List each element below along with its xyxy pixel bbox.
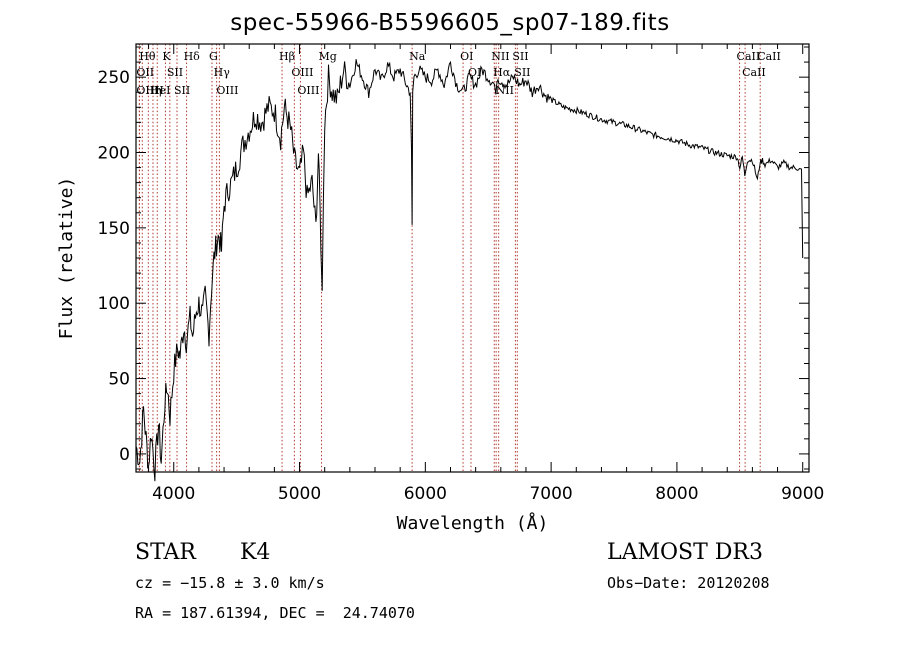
line-label-24: SII bbox=[514, 66, 530, 79]
axes: 4000 5000 6000 7000 8000 9000 0 50 100 150 200 250 W… bbox=[56, 43, 824, 534]
line-label-13: Hβ bbox=[279, 50, 295, 63]
x-axis-label: Wavelength (Å) bbox=[397, 512, 549, 534]
x-tick-label-1: 5000 bbox=[278, 484, 321, 504]
line-label-8: Hδ bbox=[184, 50, 201, 63]
line-label-23: SII bbox=[512, 50, 528, 63]
line-label-25: CaII bbox=[737, 50, 761, 63]
y-tick-label-4: 200 bbox=[98, 144, 130, 164]
line-label-3: Hη bbox=[145, 84, 161, 97]
line-label-5: H bbox=[154, 84, 164, 97]
obs-date: Obs−Date: 20120208 bbox=[607, 574, 770, 592]
line-label-15: OIII bbox=[297, 84, 319, 97]
line-label-21: Hα bbox=[493, 66, 511, 79]
y-tick-label-2: 100 bbox=[98, 294, 130, 314]
x-tick-label-4: 8000 bbox=[655, 484, 698, 504]
cz-value: cz = −15.8 ± 3.0 km/s bbox=[135, 574, 325, 592]
x-tick-label-0: 4000 bbox=[152, 484, 195, 504]
line-label-19: OI bbox=[468, 66, 481, 79]
emission-line-markers bbox=[138, 44, 761, 472]
line-label-1: OII bbox=[136, 66, 154, 79]
line-label-22: NII bbox=[496, 84, 514, 97]
line-label-27: CaII bbox=[757, 50, 781, 63]
object-type: STAR bbox=[135, 540, 196, 565]
line-label-7: SII bbox=[167, 66, 183, 79]
y-tick-label-5: 250 bbox=[98, 68, 130, 88]
line-label-26: CaII bbox=[742, 66, 766, 79]
line-label-6: K bbox=[162, 50, 171, 63]
x-tick-label-2: 6000 bbox=[404, 484, 447, 504]
spectrum-series bbox=[135, 59, 804, 482]
x-tick-label-5: 9000 bbox=[781, 484, 824, 504]
line-label-17: Na bbox=[409, 50, 426, 63]
line-label-16: Mg bbox=[319, 50, 337, 63]
y-axis-label: Flux (relative) bbox=[56, 177, 77, 340]
line-label-20: NII bbox=[491, 50, 509, 63]
line-label-14: OIII bbox=[291, 66, 313, 79]
line-label-4: HeI bbox=[150, 84, 170, 97]
line-label-10: G bbox=[209, 50, 218, 63]
chart-title: spec-55966-B5596605_sp07-189.fits bbox=[230, 10, 670, 36]
line-label-12: OIII bbox=[216, 84, 238, 97]
spectral-subclass: K4 bbox=[240, 540, 271, 565]
y-tick-label-0: 0 bbox=[119, 445, 130, 465]
line-label-2: OIII bbox=[136, 84, 158, 97]
survey-name: LAMOST DR3 bbox=[607, 540, 763, 565]
line-label-18: OI bbox=[460, 50, 473, 63]
emission-line-labels: HθOIIOIIIHηHeIHKSIIHδSIIGHγOIIIHβOIIIOII… bbox=[136, 50, 780, 97]
y-tick-label-3: 150 bbox=[98, 219, 130, 239]
spectrum-line bbox=[135, 59, 804, 482]
y-tick-label-1: 50 bbox=[108, 370, 130, 390]
line-label-11: Hγ bbox=[214, 66, 231, 79]
line-label-9: SII bbox=[174, 84, 190, 97]
x-tick-label-3: 7000 bbox=[529, 484, 572, 504]
coordinates: RA = 187.61394, DEC = 24.74070 bbox=[135, 604, 415, 622]
line-label-0: Hθ bbox=[139, 50, 156, 63]
plot-frame bbox=[135, 43, 810, 473]
